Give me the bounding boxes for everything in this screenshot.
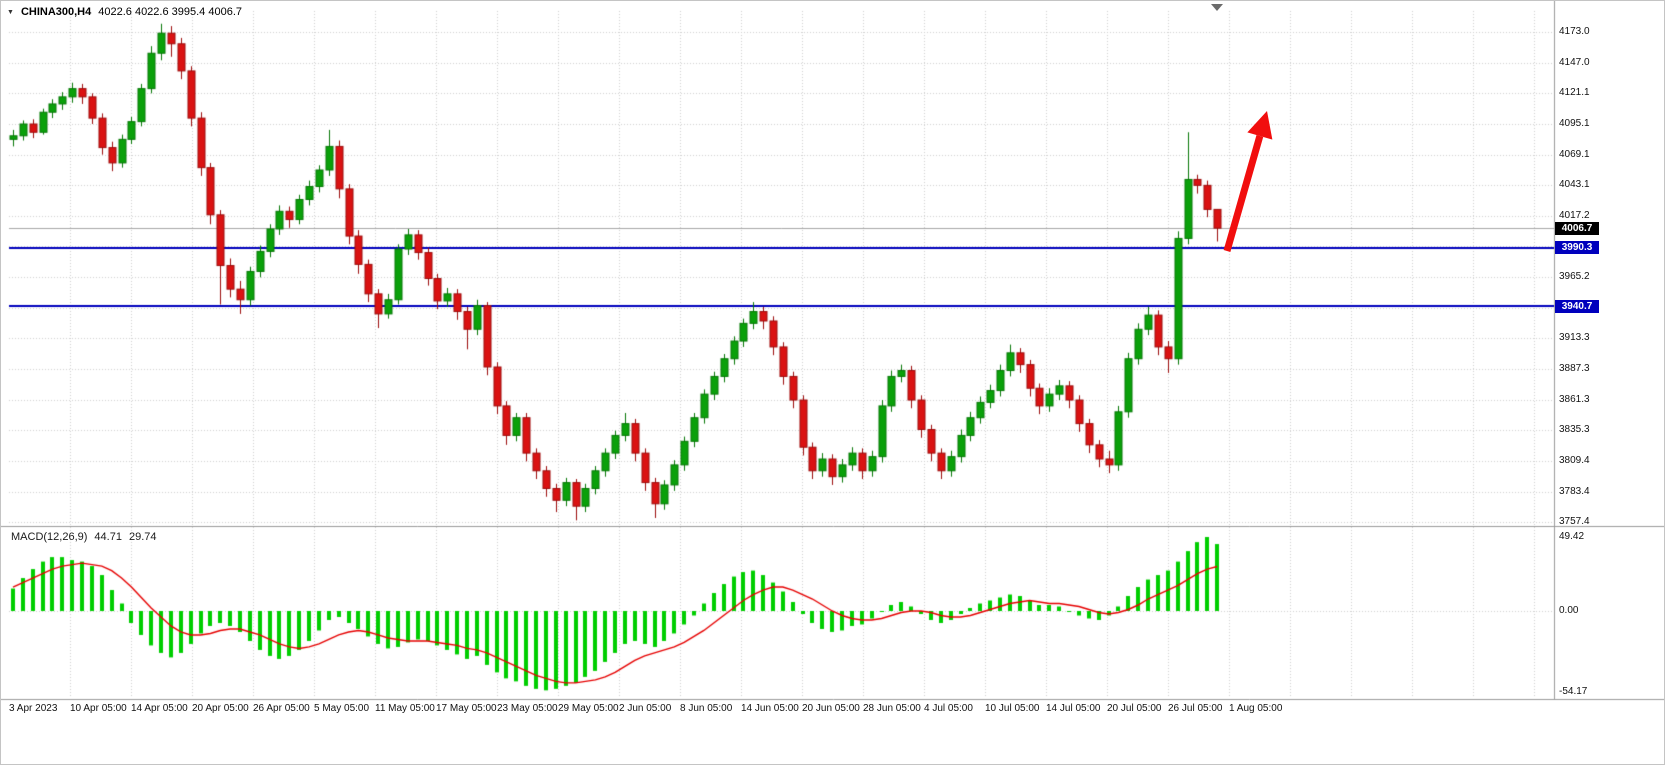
time-tick-label: 10 Apr 05:00	[70, 703, 127, 714]
bid-price-tag: 4006.7	[1555, 221, 1599, 235]
ohlc-values: 4022.6 4022.6 3995.4 4006.7	[98, 6, 242, 18]
price-tick-label: 3913.3	[1559, 332, 1590, 344]
price-tick-label: 4173.0	[1559, 25, 1590, 37]
symbol-timeframe-label: CHINA300,H4	[20, 6, 92, 18]
price-tick-label: 3965.2	[1559, 271, 1590, 283]
time-tick-label: 2 Jun 05:00	[619, 703, 672, 714]
symbol-ohlc-readout: ▼ CHINA300,H4 4022.6 4022.6 3995.4 4006.…	[7, 6, 242, 18]
time-tick-label: 20 Jul 05:00	[1107, 703, 1162, 714]
time-tick-label: 1 Aug 05:00	[1229, 703, 1283, 714]
time-tick-label: 5 May 05:00	[314, 703, 370, 714]
symbol-dropdown-icon[interactable]: ▼	[7, 8, 14, 16]
time-tick-label: 10 Jul 05:00	[985, 703, 1040, 714]
macd-tick-label: 0.00	[1559, 605, 1579, 616]
macd-tick-label: -54.17	[1559, 686, 1588, 698]
price-tick-label: 4147.0	[1559, 56, 1590, 68]
time-tick-label: 11 May 05:00	[375, 703, 435, 714]
price-tick-label: 3757.4	[1559, 516, 1590, 528]
hline-price-tag[interactable]: 3990.3	[1555, 241, 1599, 254]
chart-shift-marker[interactable]	[1211, 4, 1223, 11]
macd-tick-label: 49.42	[1559, 531, 1585, 543]
time-tick-label: 26 Apr 05:00	[253, 703, 310, 714]
price-tick-label: 4043.1	[1559, 179, 1590, 191]
price-tick-label: 3809.4	[1559, 454, 1590, 466]
time-tick-label: 14 Apr 05:00	[131, 703, 188, 714]
price-tick-label: 3861.3	[1559, 393, 1590, 405]
time-tick-label: 8 Jun 05:00	[680, 703, 733, 714]
macd-signal-value: 29.74	[128, 531, 157, 543]
price-tick-label: 4095.1	[1559, 117, 1590, 129]
price-tick-label: 3783.4	[1559, 485, 1590, 497]
macd-indicator-label: MACD(12,26,9) 44.71 29.74	[11, 531, 156, 543]
macd-name: MACD(12,26,9)	[11, 531, 88, 543]
time-tick-label: 20 Apr 05:00	[192, 703, 249, 714]
time-tick-label: 26 Jul 05:00	[1168, 703, 1223, 714]
price-axis[interactable]	[1555, 1, 1664, 699]
time-tick-label: 29 May 05:00	[558, 703, 619, 714]
time-tick-label: 14 Jun 05:00	[741, 703, 799, 714]
macd-main-value: 44.71	[94, 531, 122, 543]
time-tick-label: 17 May 05:00	[436, 703, 497, 714]
price-tick-label: 4069.1	[1559, 148, 1590, 160]
price-tick-label: 4017.2	[1559, 209, 1590, 221]
price-tick-label: 3835.3	[1559, 424, 1590, 436]
time-tick-label: 28 Jun 05:00	[863, 703, 921, 714]
time-tick-label: 20 Jun 05:00	[802, 703, 860, 714]
time-tick-label: 4 Jul 05:00	[924, 703, 973, 714]
price-tick-label: 4121.1	[1559, 87, 1590, 99]
hline-price-tag[interactable]: 3940.7	[1555, 299, 1599, 313]
price-tick-label: 3887.3	[1559, 362, 1590, 374]
time-tick-label: 14 Jul 05:00	[1046, 703, 1101, 714]
time-tick-label: 23 May 05:00	[497, 703, 558, 714]
time-tick-label: 3 Apr 2023	[9, 703, 58, 714]
